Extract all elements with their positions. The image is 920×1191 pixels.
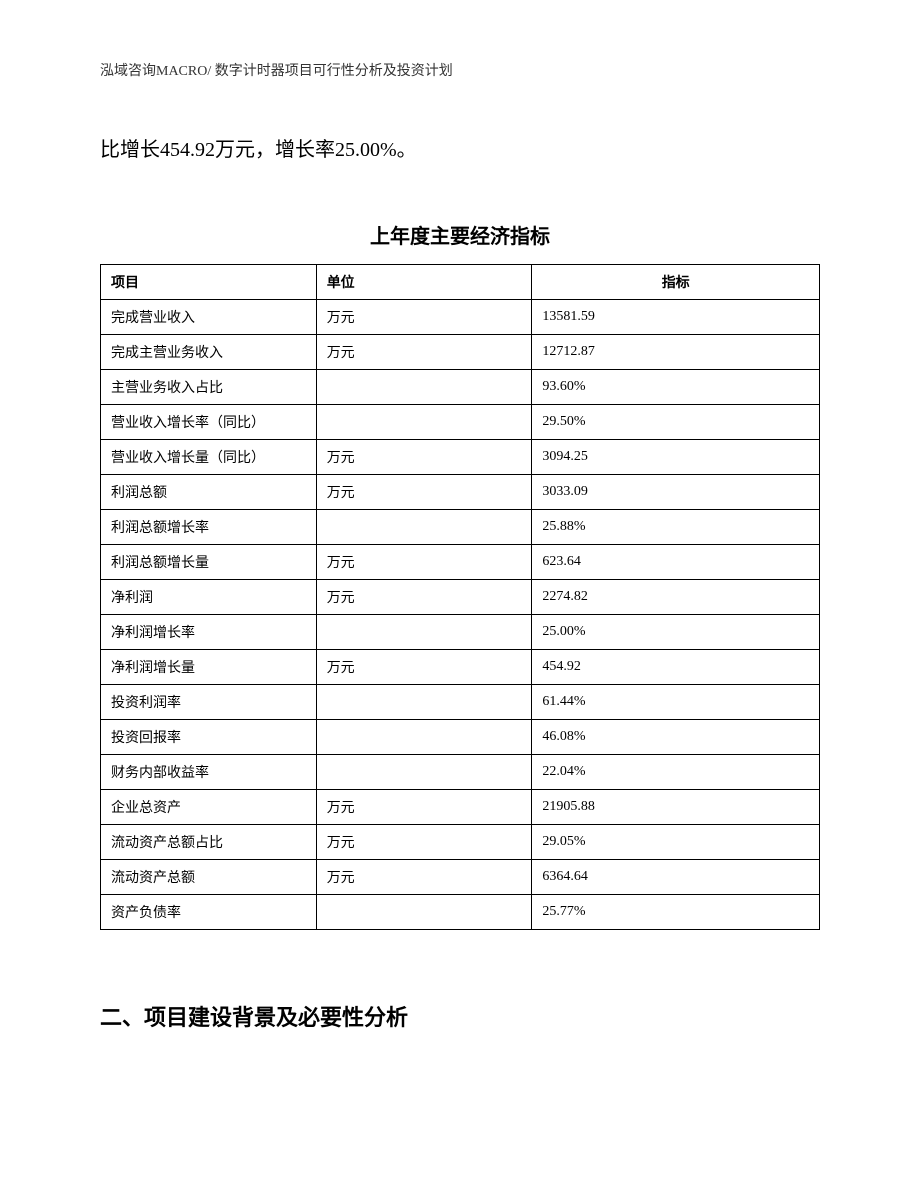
- page-header: 泓域咨询MACRO/ 数字计时器项目可行性分析及投资计划: [100, 60, 820, 80]
- table-cell: [316, 370, 532, 405]
- table-cell: 13581.59: [532, 300, 820, 335]
- table-row: 营业收入增长量（同比）万元3094.25: [101, 440, 820, 475]
- table-cell: 万元: [316, 545, 532, 580]
- table-cell: 净利润增长率: [101, 615, 317, 650]
- intro-paragraph: 比增长454.92万元，增长率25.00%。: [100, 130, 820, 170]
- table-cell: 投资回报率: [101, 720, 317, 755]
- table-row: 利润总额万元3033.09: [101, 475, 820, 510]
- table-cell: 完成主营业务收入: [101, 335, 317, 370]
- table-cell: 主营业务收入占比: [101, 370, 317, 405]
- table-cell: 623.64: [532, 545, 820, 580]
- table-cell: [316, 510, 532, 545]
- table-cell: 29.05%: [532, 825, 820, 860]
- table-row: 投资利润率 61.44%: [101, 685, 820, 720]
- table-cell: 万元: [316, 650, 532, 685]
- table-row: 完成营业收入万元13581.59: [101, 300, 820, 335]
- table-cell: 万元: [316, 440, 532, 475]
- table-row: 净利润万元2274.82: [101, 580, 820, 615]
- table-row: 营业收入增长率（同比） 29.50%: [101, 405, 820, 440]
- table-cell: 净利润增长量: [101, 650, 317, 685]
- table-cell: 29.50%: [532, 405, 820, 440]
- table-cell: 61.44%: [532, 685, 820, 720]
- table-cell: 6364.64: [532, 860, 820, 895]
- table-row: 财务内部收益率 22.04%: [101, 755, 820, 790]
- table-cell: [316, 720, 532, 755]
- table-header-project: 项目: [101, 265, 317, 300]
- table-cell: 投资利润率: [101, 685, 317, 720]
- table-cell: 利润总额增长量: [101, 545, 317, 580]
- table-row: 企业总资产万元21905.88: [101, 790, 820, 825]
- table-cell: [316, 615, 532, 650]
- table-row: 流动资产总额万元6364.64: [101, 860, 820, 895]
- section-heading: 二、项目建设背景及必要性分析: [100, 1000, 820, 1032]
- table-cell: 25.88%: [532, 510, 820, 545]
- table-row: 投资回报率 46.08%: [101, 720, 820, 755]
- table-cell: [316, 685, 532, 720]
- table-row: 净利润增长率 25.00%: [101, 615, 820, 650]
- table-cell: 454.92: [532, 650, 820, 685]
- table-cell: 企业总资产: [101, 790, 317, 825]
- table-row: 净利润增长量万元454.92: [101, 650, 820, 685]
- table-header-indicator: 指标: [532, 265, 820, 300]
- table-cell: 流动资产总额占比: [101, 825, 317, 860]
- table-cell: 万元: [316, 475, 532, 510]
- table-row: 利润总额增长量万元623.64: [101, 545, 820, 580]
- table-cell: 46.08%: [532, 720, 820, 755]
- table-row: 主营业务收入占比 93.60%: [101, 370, 820, 405]
- table-cell: 22.04%: [532, 755, 820, 790]
- table-header-row: 项目 单位 指标: [101, 265, 820, 300]
- table-cell: 万元: [316, 580, 532, 615]
- table-cell: 营业收入增长量（同比）: [101, 440, 317, 475]
- table-cell: 利润总额: [101, 475, 317, 510]
- table-cell: 21905.88: [532, 790, 820, 825]
- table-row: 利润总额增长率 25.88%: [101, 510, 820, 545]
- table-cell: 净利润: [101, 580, 317, 615]
- table-row: 完成主营业务收入万元12712.87: [101, 335, 820, 370]
- table-cell: 25.77%: [532, 895, 820, 930]
- table-cell: 2274.82: [532, 580, 820, 615]
- table-cell: [316, 405, 532, 440]
- table-cell: 流动资产总额: [101, 860, 317, 895]
- table-header-unit: 单位: [316, 265, 532, 300]
- table-cell: 完成营业收入: [101, 300, 317, 335]
- table-row: 资产负债率 25.77%: [101, 895, 820, 930]
- table-row: 流动资产总额占比万元29.05%: [101, 825, 820, 860]
- table-cell: 万元: [316, 825, 532, 860]
- table-cell: 93.60%: [532, 370, 820, 405]
- table-cell: 12712.87: [532, 335, 820, 370]
- table-cell: 25.00%: [532, 615, 820, 650]
- table-cell: 营业收入增长率（同比）: [101, 405, 317, 440]
- table-cell: 3094.25: [532, 440, 820, 475]
- table-cell: 万元: [316, 860, 532, 895]
- table-cell: 3033.09: [532, 475, 820, 510]
- economic-indicators-table: 项目 单位 指标 完成营业收入万元13581.59完成主营业务收入万元12712…: [100, 264, 820, 930]
- table-cell: [316, 755, 532, 790]
- table-cell: [316, 895, 532, 930]
- table-cell: 万元: [316, 790, 532, 825]
- table-cell: 财务内部收益率: [101, 755, 317, 790]
- table-cell: 万元: [316, 300, 532, 335]
- table-cell: 万元: [316, 335, 532, 370]
- table-cell: 利润总额增长率: [101, 510, 317, 545]
- table-cell: 资产负债率: [101, 895, 317, 930]
- table-title: 上年度主要经济指标: [100, 220, 820, 249]
